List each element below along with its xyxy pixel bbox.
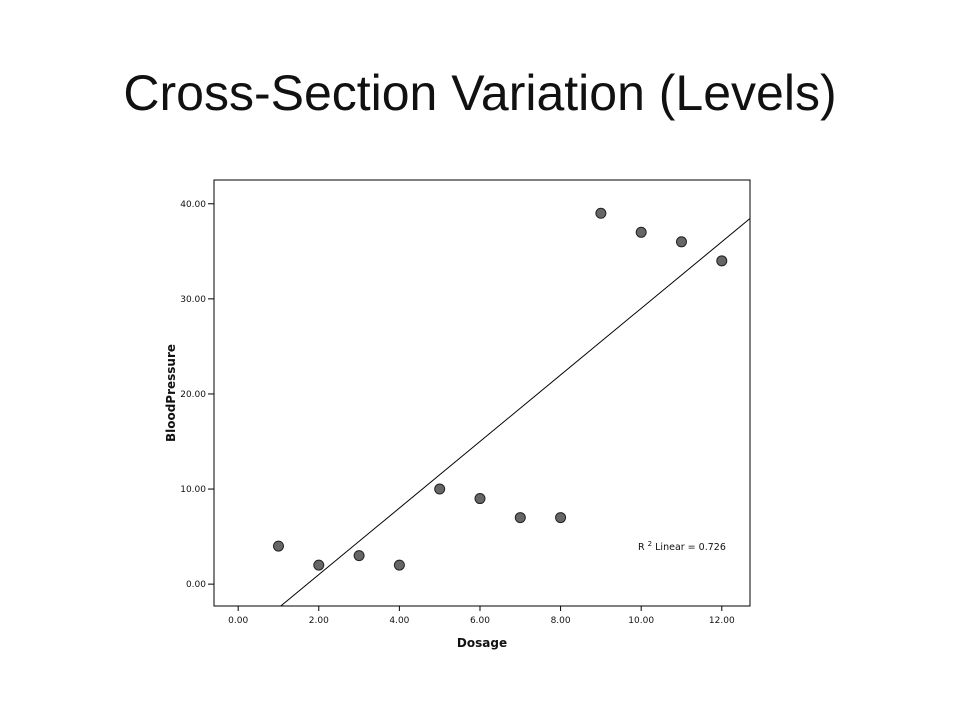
annotation-superscript: 2 [648, 540, 652, 548]
data-point [635, 226, 647, 238]
data-point [474, 493, 486, 505]
linear-fit-line [280, 218, 751, 607]
data-point [393, 559, 405, 571]
x-axis-title: Dosage [457, 636, 507, 650]
y-tick-label: 10.00 [180, 485, 206, 495]
plot-frame [213, 179, 751, 607]
x-tick-label: 6.00 [470, 616, 490, 626]
data-point [514, 512, 526, 524]
data-point [434, 483, 446, 495]
data-point [675, 236, 687, 248]
annotation-prefix: R [638, 542, 645, 553]
data-point [353, 550, 365, 562]
data-point [595, 207, 607, 219]
y-tick-label: 40.00 [180, 200, 206, 210]
y-tick-label: 30.00 [180, 295, 206, 305]
x-tick-label: 8.00 [551, 616, 571, 626]
data-point [716, 255, 728, 267]
x-tick-label: 0.00 [228, 616, 248, 626]
x-tick-label: 12.00 [709, 616, 735, 626]
y-tick-label: 0.00 [186, 580, 206, 590]
y-tick-label: 20.00 [180, 390, 206, 400]
slide-title: Cross-Section Variation (Levels) [123, 65, 837, 121]
data-point [555, 512, 567, 524]
data-point [272, 540, 284, 552]
data-point [313, 559, 325, 571]
annotation-text: Linear = 0.726 [655, 542, 726, 553]
r-squared-annotation: R 2 Linear = 0.726 [638, 538, 726, 553]
x-tick-label: 4.00 [389, 616, 409, 626]
x-tick-label: 10.00 [628, 616, 654, 626]
x-tick-label: 2.00 [309, 616, 329, 626]
y-axis-title: BloodPressure [164, 344, 178, 442]
